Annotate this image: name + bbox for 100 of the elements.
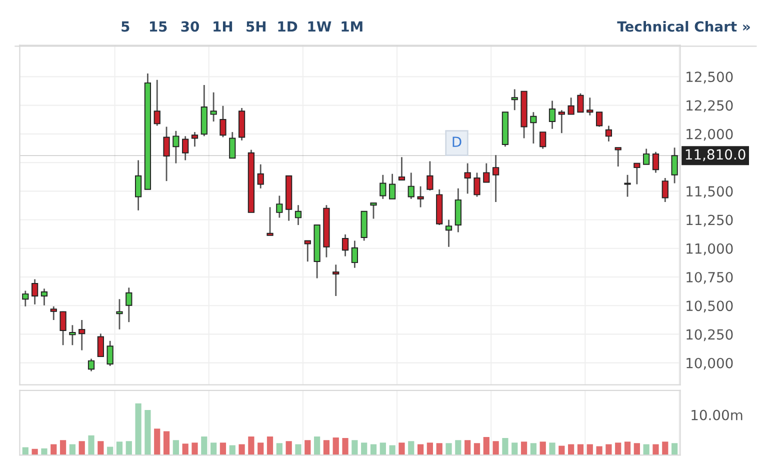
candlestick (483, 162, 490, 183)
candlestick (172, 130, 180, 164)
bar (154, 428, 160, 456)
candlestick (220, 105, 226, 138)
candlestick (294, 204, 302, 226)
y-tick-label: 10,250 (686, 329, 733, 342)
y-tick-label: 10,000 (686, 358, 733, 370)
candlestick (266, 206, 274, 236)
y-tick-label: 10,500 (686, 300, 733, 313)
candlestick (134, 160, 142, 212)
bar (258, 442, 264, 456)
bar (520, 442, 528, 456)
candlestick (60, 310, 66, 346)
candlestick (342, 234, 349, 257)
candlestick (182, 135, 189, 161)
bar (596, 446, 602, 456)
bar (624, 442, 631, 456)
candlestick (154, 79, 160, 126)
bar (192, 442, 198, 456)
bar (586, 444, 593, 456)
bar (606, 444, 612, 456)
bar (512, 442, 518, 456)
candlestick (417, 186, 424, 208)
y-tick-label: 12,000 (686, 128, 733, 141)
candlestick (445, 219, 452, 248)
bar (352, 440, 358, 456)
candlestick (474, 172, 480, 198)
text: 1W (308, 21, 332, 32)
bar (295, 444, 302, 456)
candlestick (106, 340, 114, 367)
candlestick (332, 264, 340, 297)
bar (492, 441, 499, 456)
candlestick (126, 286, 132, 323)
y-tick-label: 12,500 (686, 72, 733, 84)
bar (530, 443, 536, 456)
y-tick-label: 11,000 (686, 243, 733, 256)
bar (398, 442, 405, 456)
bar (238, 444, 245, 456)
candlestick (97, 332, 104, 358)
bar (426, 442, 434, 456)
candlestick (530, 111, 537, 144)
candlestick (276, 195, 283, 218)
candlestick (426, 160, 434, 192)
bar (78, 441, 85, 456)
candlestick (540, 131, 546, 150)
candlestick (304, 240, 311, 262)
bar (286, 441, 292, 456)
candlestick (398, 156, 406, 181)
bar (389, 445, 396, 456)
bar (483, 436, 490, 456)
candlestick (257, 164, 264, 190)
candlestick (511, 88, 518, 111)
bar (568, 444, 574, 456)
candlestick (210, 92, 217, 122)
bar (332, 437, 339, 456)
bar (549, 442, 556, 456)
candlestick (408, 172, 414, 200)
candlestick (577, 92, 584, 113)
bar (201, 436, 208, 456)
candlestick (671, 146, 678, 184)
candlestick (69, 324, 76, 346)
bar (144, 410, 151, 456)
candlestick (116, 298, 123, 330)
bar (342, 438, 348, 456)
y-tick-label: 11,250 (686, 214, 733, 227)
text: 5H (246, 21, 266, 32)
bar (361, 442, 368, 456)
candlestick (634, 162, 640, 185)
bar (210, 442, 217, 456)
bar (380, 442, 386, 456)
bar (577, 444, 584, 456)
bar (50, 444, 57, 456)
bar (182, 444, 188, 456)
bar (41, 448, 48, 456)
candlestick (22, 290, 29, 308)
text: 1D (278, 21, 298, 32)
candlestick (351, 240, 358, 269)
bar (248, 436, 254, 456)
bar (229, 445, 236, 456)
bar (464, 440, 471, 456)
candlestick (50, 306, 57, 321)
y-tick-label: 12,250 (686, 100, 733, 112)
bar (502, 438, 508, 456)
candlestick (596, 111, 603, 128)
candlestick (548, 100, 556, 130)
candlestick (40, 288, 48, 306)
bar (615, 442, 622, 456)
candlestick (88, 358, 95, 372)
text: 5 (122, 21, 130, 32)
bar (172, 440, 179, 456)
text: 15 (150, 21, 167, 32)
text: 30 (181, 21, 199, 32)
candlestick (605, 125, 612, 142)
bar (455, 440, 462, 456)
bar (220, 442, 226, 456)
candlestick (558, 109, 565, 134)
annotation: D (452, 136, 462, 147)
candlestick (652, 151, 660, 174)
bar (634, 443, 640, 456)
text: 1H (214, 21, 232, 32)
